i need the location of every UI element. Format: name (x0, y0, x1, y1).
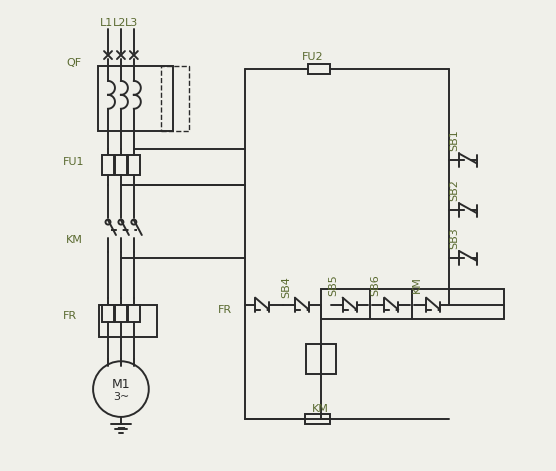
Text: L1: L1 (100, 18, 113, 28)
Text: SB1: SB1 (449, 130, 459, 152)
Text: _: _ (117, 415, 125, 429)
Bar (321, 289, 504, 318)
Bar (161, 66, 188, 130)
Text: SB2: SB2 (449, 179, 459, 201)
Text: SB4: SB4 (281, 276, 291, 298)
Bar (115, 305, 127, 323)
Bar (98, 66, 172, 130)
Bar (305, 414, 330, 424)
Circle shape (131, 219, 136, 225)
Bar (102, 305, 114, 323)
Bar (115, 155, 127, 175)
Circle shape (106, 219, 111, 225)
Text: FR: FR (63, 310, 77, 321)
Text: QF: QF (66, 58, 81, 68)
Text: 3~: 3~ (113, 392, 129, 402)
Circle shape (93, 361, 149, 417)
Bar (306, 344, 336, 374)
Text: SB6: SB6 (370, 274, 380, 296)
Circle shape (118, 219, 123, 225)
Text: L2: L2 (113, 18, 126, 28)
Bar (128, 155, 140, 175)
Text: SB5: SB5 (329, 274, 339, 296)
Text: FR: FR (219, 305, 232, 315)
Text: KM: KM (312, 404, 329, 414)
Bar (99, 305, 157, 337)
Text: FU2: FU2 (302, 52, 324, 62)
Text: KM: KM (412, 276, 422, 293)
Text: KM: KM (66, 235, 83, 245)
Bar (102, 155, 114, 175)
Text: M1: M1 (112, 378, 130, 390)
Text: L3: L3 (125, 18, 138, 28)
Bar (308, 64, 330, 74)
Text: FU1: FU1 (63, 157, 85, 167)
Text: SB3: SB3 (449, 227, 459, 249)
Bar (128, 305, 140, 323)
